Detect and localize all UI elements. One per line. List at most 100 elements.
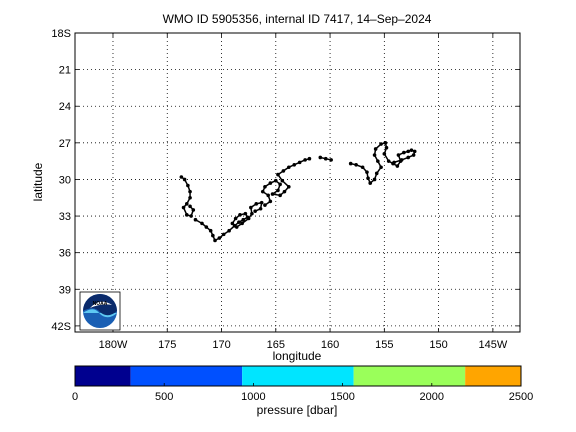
x-tick-label: 145W — [478, 339, 507, 351]
track-point — [384, 145, 389, 150]
y-tick-label: 18S — [51, 28, 71, 40]
x-tick-label: 180W — [99, 339, 128, 351]
colorbar-tick-label: 2000 — [420, 391, 444, 403]
track-point — [243, 211, 248, 216]
track-point — [292, 163, 297, 167]
track-point — [237, 220, 241, 224]
x-tick-label: 160 — [321, 339, 339, 351]
track-point — [366, 176, 370, 181]
track-point — [253, 209, 257, 213]
track-point — [372, 153, 377, 157]
track-point — [208, 228, 213, 233]
track-point — [303, 158, 307, 162]
track-point — [392, 160, 396, 165]
track-point — [297, 160, 302, 165]
track-point — [260, 189, 265, 194]
colorbar-segment — [242, 366, 354, 386]
track-point — [276, 188, 280, 193]
colorbar-label: pressure [dbar] — [257, 403, 338, 417]
track-point — [409, 148, 414, 152]
plot-background — [75, 33, 520, 332]
logo-wave — [83, 309, 117, 318]
y-tick-label: 30 — [59, 174, 71, 186]
track-point — [373, 147, 378, 151]
track-point — [379, 165, 383, 170]
track-point — [221, 232, 226, 237]
y-tick-label: 33 — [59, 211, 71, 223]
track-point — [184, 202, 189, 206]
colorbar-segment — [75, 366, 131, 386]
colorbar-tick-label: 2500 — [509, 391, 533, 403]
track-point — [213, 238, 217, 243]
track-point — [406, 149, 411, 154]
y-tick-label: 24 — [59, 101, 71, 113]
track-point — [179, 175, 184, 179]
x-tick-label: 170 — [212, 339, 230, 351]
track-point — [411, 153, 416, 157]
colorbar-segment — [130, 366, 243, 386]
track-point — [266, 193, 270, 198]
logo-text: NOAA — [93, 301, 108, 307]
y-tick-label: 27 — [59, 138, 71, 150]
track-point — [348, 161, 353, 166]
track-point — [186, 183, 190, 188]
track-point — [263, 184, 267, 189]
track-point — [368, 181, 373, 185]
track-point — [268, 181, 273, 185]
track-point — [270, 192, 275, 196]
track-point — [200, 221, 204, 226]
track-point — [246, 216, 251, 221]
track-point — [383, 141, 388, 145]
track-point — [204, 225, 209, 229]
track-point — [241, 217, 246, 222]
track-point — [379, 142, 383, 146]
track-point — [189, 214, 193, 218]
y-tick-label: 39 — [59, 284, 71, 296]
track-point — [287, 165, 291, 170]
track-point — [399, 158, 404, 162]
track-point — [268, 199, 273, 204]
track-point — [276, 172, 280, 177]
plot-area: 180W 175 170 165 160 155 150 145W 18S 21 24 27 30 33 3… — [51, 28, 521, 351]
x-tick-label: 150 — [429, 339, 447, 351]
track-point — [188, 195, 192, 200]
track-point — [211, 233, 215, 238]
track-point — [227, 228, 231, 233]
track-point — [191, 208, 196, 212]
track-point — [193, 217, 198, 222]
track-point — [184, 213, 189, 217]
track-point — [386, 159, 391, 163]
y-axis-label: latitude — [31, 162, 45, 201]
plot-frame — [74, 32, 521, 333]
colorbar-frame — [74, 365, 522, 387]
track-point — [406, 155, 411, 160]
track-point — [318, 155, 323, 160]
x-tick-label: 155 — [375, 339, 393, 351]
track-point — [181, 205, 186, 210]
colorbar: 0 500 1000 1500 2000 2500 — [72, 365, 533, 403]
colorbar-segment — [465, 366, 521, 386]
track-point — [329, 158, 333, 162]
track-point — [360, 165, 365, 170]
track-point — [250, 211, 254, 216]
track-point — [254, 202, 259, 206]
track-point — [273, 178, 278, 183]
track-point — [323, 156, 328, 161]
chart-title: WMO ID 5905356, internal ID 7417, 14–Sep… — [163, 12, 432, 26]
colorbar-tick-label: 1500 — [330, 391, 354, 403]
track-point — [258, 206, 263, 211]
track-point — [182, 177, 187, 182]
colorbar-segment — [353, 366, 466, 386]
y-tick-label: 36 — [59, 248, 71, 260]
track-point — [240, 221, 244, 226]
track-point — [354, 163, 358, 167]
x-tick-label: 175 — [158, 339, 176, 351]
colorbar-tick-label: 0 — [72, 391, 78, 403]
noaa-logo: NOAA — [79, 291, 121, 331]
track-point — [217, 236, 222, 240]
track-point — [234, 225, 239, 229]
track-point — [382, 152, 387, 156]
track-point — [395, 164, 400, 168]
track-point — [412, 149, 417, 154]
